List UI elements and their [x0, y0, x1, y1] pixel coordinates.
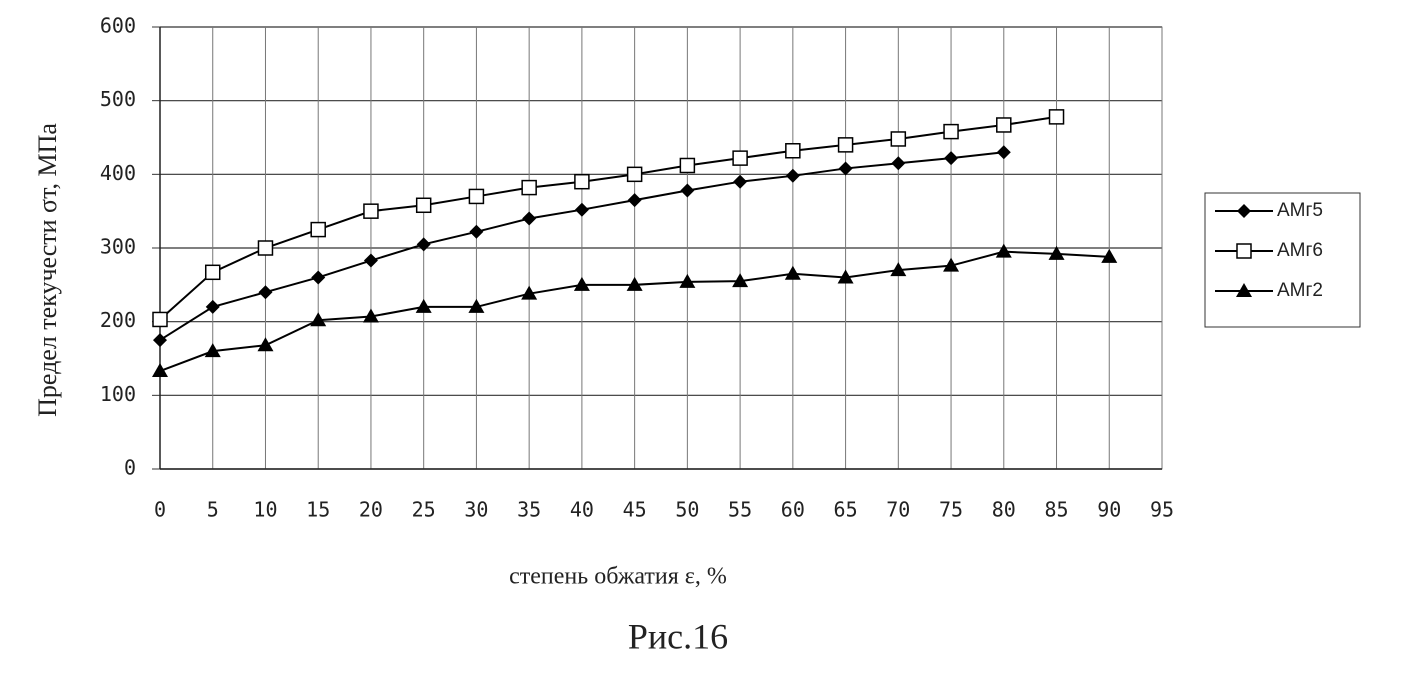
marker [944, 151, 959, 166]
x-tick-label: 10 [253, 498, 277, 522]
marker [363, 253, 378, 268]
marker [257, 337, 274, 352]
marker [363, 203, 379, 219]
marker [785, 168, 800, 183]
marker [679, 273, 696, 288]
marker [838, 161, 853, 176]
marker [733, 174, 748, 189]
marker [890, 262, 907, 277]
marker [574, 173, 590, 190]
marker [679, 157, 696, 174]
marker [837, 269, 854, 284]
marker [310, 221, 326, 238]
x-tick-label: 70 [886, 498, 910, 522]
marker [204, 343, 221, 358]
marker [627, 193, 642, 208]
x-tick-label: 0 [154, 498, 166, 522]
x-tick-label: 5 [207, 498, 219, 522]
marker [574, 202, 589, 217]
x-tick-label: 15 [306, 498, 330, 522]
marker [784, 265, 801, 280]
x-tick-label: 40 [570, 498, 594, 522]
x-tick-label: 85 [1044, 498, 1068, 522]
marker [1048, 109, 1065, 125]
y-tick-label: 600 [100, 14, 136, 38]
marker [522, 211, 537, 226]
series-line [159, 115, 1057, 321]
marker [1237, 204, 1251, 218]
x-tick-label: 80 [992, 498, 1016, 522]
marker [943, 123, 959, 140]
x-tick-label: 75 [939, 498, 963, 522]
marker [468, 188, 485, 205]
marker [521, 179, 537, 196]
marker [785, 143, 801, 159]
marker [1101, 248, 1118, 263]
marker [258, 285, 273, 300]
marker [732, 273, 749, 288]
x-tick-label: 55 [728, 498, 752, 522]
marker [996, 117, 1012, 133]
marker [996, 145, 1011, 160]
legend-box [1204, 192, 1361, 328]
y-axis-label: Предел текучести σт, МПа [33, 123, 62, 417]
x-tick-label: 45 [623, 498, 647, 522]
marker [153, 333, 167, 348]
x-tick-label: 90 [1097, 498, 1121, 522]
marker [152, 363, 168, 378]
marker [416, 237, 431, 252]
x-tick-label: 60 [781, 498, 805, 522]
marker [943, 257, 960, 272]
marker [311, 270, 326, 285]
x-tick-label: 20 [359, 498, 383, 522]
y-tick-label: 500 [100, 87, 136, 111]
x-tick-label: 95 [1150, 498, 1174, 522]
marker [732, 150, 748, 166]
marker [152, 311, 168, 328]
marker [1236, 243, 1252, 259]
marker [362, 308, 379, 323]
y-tick-label: 400 [100, 161, 136, 185]
marker [310, 312, 327, 327]
marker [469, 224, 484, 239]
marker [1236, 283, 1252, 297]
marker [995, 243, 1012, 258]
marker [415, 197, 432, 214]
x-tick-label: 65 [834, 498, 858, 522]
x-tick-label: 25 [412, 498, 436, 522]
marker [573, 276, 590, 291]
y-tick-label: 200 [100, 308, 136, 332]
marker [415, 298, 432, 313]
legend-label: АМг2 [1277, 280, 1323, 301]
x-tick-label: 35 [517, 498, 541, 522]
x-tick-label: 30 [464, 498, 488, 522]
y-tick-label: 300 [100, 235, 136, 259]
caption: Рис.16 [628, 616, 728, 656]
y-tick-label: 0 [124, 456, 136, 480]
marker [837, 137, 854, 153]
marker [1048, 245, 1065, 260]
marker [468, 298, 485, 313]
marker [205, 299, 220, 314]
legend-label: АМг6 [1277, 240, 1323, 261]
marker [891, 156, 906, 171]
y-tick-label: 100 [100, 382, 136, 406]
marker [257, 240, 274, 256]
legend-label: АМг5 [1277, 200, 1323, 221]
marker [626, 166, 643, 183]
marker [680, 183, 695, 198]
x-tick-label: 50 [675, 498, 699, 522]
marker [521, 285, 538, 300]
marker [626, 276, 643, 291]
marker [890, 131, 907, 147]
x-axis-label: степень обжатия ε, % [509, 564, 727, 590]
marker [204, 264, 221, 281]
